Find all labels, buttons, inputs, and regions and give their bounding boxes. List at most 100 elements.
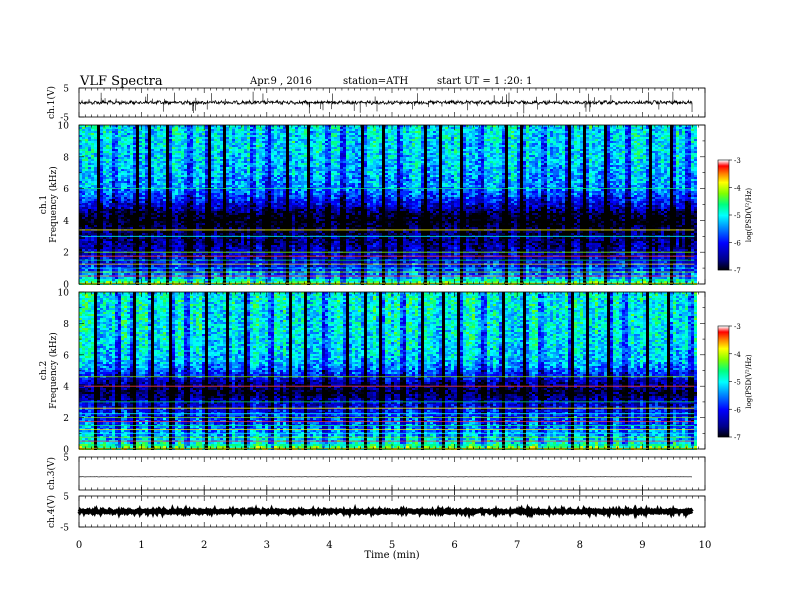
spectro-cell — [148, 197, 151, 199]
spectro-cell — [193, 135, 196, 137]
spectro-cell — [127, 205, 130, 207]
spectro-cell — [214, 143, 217, 145]
spectro-cell — [154, 171, 157, 173]
spectro-cell — [115, 171, 118, 173]
spectro-cell — [223, 213, 226, 215]
spectro-cell — [190, 153, 193, 155]
spectro-cell — [109, 127, 112, 129]
spectro-cell — [121, 171, 124, 173]
spectro-cell — [196, 241, 199, 243]
spectro-cell — [151, 151, 154, 153]
spectro-cell — [130, 159, 133, 161]
spectro-cell — [118, 273, 121, 275]
spectro-cell — [157, 153, 160, 155]
spectro-cell — [229, 277, 232, 279]
spectro-cell — [211, 129, 214, 131]
spectro-cell — [181, 207, 184, 209]
spectro-cell — [184, 215, 187, 217]
spectro-cell — [250, 143, 253, 145]
spectro-cell — [94, 227, 97, 229]
spectro-cell — [172, 191, 175, 193]
spectro-cell — [160, 197, 163, 199]
spectro-cell — [163, 173, 166, 175]
spectro-cell — [226, 191, 229, 193]
spectro-cell — [226, 171, 229, 173]
spectro-cell — [124, 167, 127, 169]
spectro-cell — [178, 127, 181, 129]
spectro-cell — [190, 243, 193, 245]
spectro-cell — [133, 239, 136, 241]
spectro-cell — [100, 257, 103, 259]
spectro-cell — [148, 161, 151, 163]
spectro-cell — [229, 207, 232, 209]
spectro-cell — [127, 261, 130, 263]
spectro-cell — [190, 195, 193, 197]
spectro-cell — [112, 231, 115, 233]
spectro-cell — [181, 165, 184, 167]
spectro-cell — [211, 149, 214, 151]
spectro-cell — [91, 217, 94, 219]
spectro-cell — [244, 249, 247, 251]
spectro-cell — [181, 233, 184, 235]
spectro-cell — [202, 221, 205, 223]
spectro-cell — [211, 177, 214, 179]
spectro-cell — [121, 247, 124, 249]
spectro-cell — [241, 225, 244, 227]
spectro-cell — [163, 147, 166, 149]
spectro-cell — [106, 133, 109, 135]
spectro-cell — [106, 207, 109, 209]
spectro-cell — [181, 171, 184, 173]
spectro-cell — [199, 207, 202, 209]
spectro-cell — [205, 149, 208, 151]
spectro-cell — [94, 205, 97, 207]
spectro-cell — [121, 227, 124, 229]
spectro-cell — [223, 261, 226, 263]
spectro-cell — [244, 225, 247, 227]
spectro-cell — [97, 243, 100, 245]
spectro-cell — [175, 213, 178, 215]
spectro-cell — [115, 215, 118, 217]
spectro-cell — [214, 225, 217, 227]
spectro-cell — [160, 281, 163, 283]
spectro-cell — [106, 277, 109, 279]
spectro-cell — [214, 245, 217, 247]
spectro-cell — [103, 133, 106, 135]
spectro-cell — [130, 245, 133, 247]
spectro-cell — [202, 155, 205, 157]
spectro-cell — [175, 193, 178, 195]
spectro-cell — [187, 189, 190, 191]
spectro-cell — [88, 191, 91, 193]
spectro-cell — [85, 179, 88, 181]
spectro-cell — [181, 245, 184, 247]
spectro-cell — [193, 159, 196, 161]
spectro-cell — [229, 171, 232, 173]
spectro-cell — [91, 169, 94, 171]
spectro-cell — [190, 187, 193, 189]
spectro-cell — [208, 173, 211, 175]
spectro-cell — [196, 227, 199, 229]
spectro-cell — [166, 171, 169, 173]
spectro-cell — [124, 261, 127, 263]
spectro-cell — [220, 237, 223, 239]
spectro-cell — [181, 191, 184, 193]
spectro-cell — [109, 213, 112, 215]
spectro-cell — [220, 209, 223, 211]
spectro-cell — [229, 239, 232, 241]
spectro-cell — [232, 195, 235, 197]
spectro-cell — [175, 133, 178, 135]
spectro-cell — [88, 247, 91, 249]
spectro-cell — [112, 239, 115, 241]
spectro-cell — [187, 247, 190, 249]
spectro-cell — [223, 153, 226, 155]
spectro-cell — [193, 281, 196, 283]
spectro-cell — [253, 169, 256, 171]
spectro-cell — [184, 223, 187, 225]
spectro-cell — [106, 191, 109, 193]
spectro-cell — [199, 167, 202, 169]
spectro-cell — [124, 143, 127, 145]
spectro-cell — [178, 125, 181, 127]
spectro-cell — [232, 185, 235, 187]
spectro-cell — [217, 249, 220, 251]
spectro-cell — [118, 191, 121, 193]
spectro-cell — [229, 147, 232, 149]
